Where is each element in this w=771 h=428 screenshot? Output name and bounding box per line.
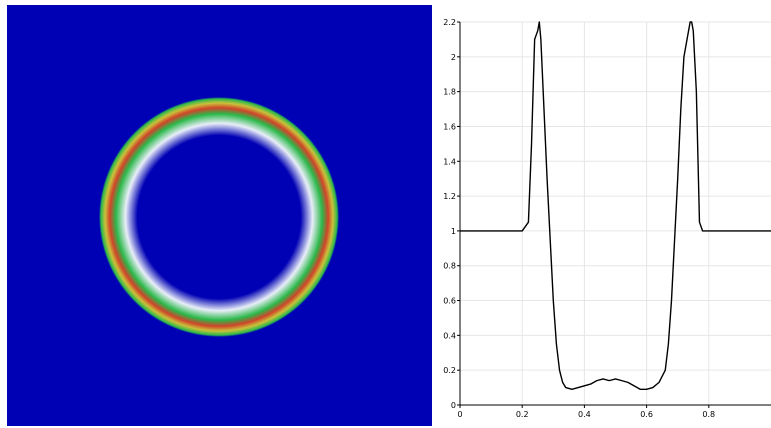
y-tick-label: 0.2 [443, 366, 456, 375]
x-tick-label: 0.4 [578, 410, 591, 419]
tick-labels: 0 0.2 0.4 0.6 0.8 1 1.2 1.4 1.6 1.8 2 2.2 0 0.2 0.4 0.6… [443, 18, 715, 419]
y-tick-label: 1.6 [443, 122, 456, 131]
y-tick-label: 0 [451, 401, 456, 410]
y-tick-label: 1.2 [443, 192, 456, 201]
grid [460, 21, 771, 405]
x-tick-label: 0.8 [702, 410, 715, 419]
y-tick-label: 1.4 [443, 157, 456, 166]
heatmap-ring [99, 97, 339, 337]
y-tick-label: 0.6 [443, 297, 456, 306]
x-tick-label: 0.2 [516, 410, 529, 419]
y-tick-label: 1.8 [443, 88, 456, 97]
y-tick-label: 2 [451, 53, 456, 62]
y-tick-label: 1 [451, 227, 456, 236]
heatmap-panel [7, 5, 432, 426]
y-tick-label: 0.4 [443, 331, 456, 340]
line-plot-panel: 0 0.2 0.4 0.6 0.8 1 1.2 1.4 1.6 1.8 2 2.2 0 0.2 0.4 0.6… [432, 0, 771, 428]
series-line [460, 21, 771, 391]
line-plot: 0 0.2 0.4 0.6 0.8 1 1.2 1.4 1.6 1.8 2 2.2 0 0.2 0.4 0.6… [443, 18, 771, 419]
y-tick-label: 2.2 [443, 18, 456, 27]
y-tick-label: 0.8 [443, 262, 456, 271]
series-layer [460, 21, 771, 391]
ring-heatmap [7, 5, 432, 426]
x-tick-label: 0 [457, 410, 462, 419]
x-tick-label: 0.6 [640, 410, 653, 419]
axes [457, 21, 771, 408]
